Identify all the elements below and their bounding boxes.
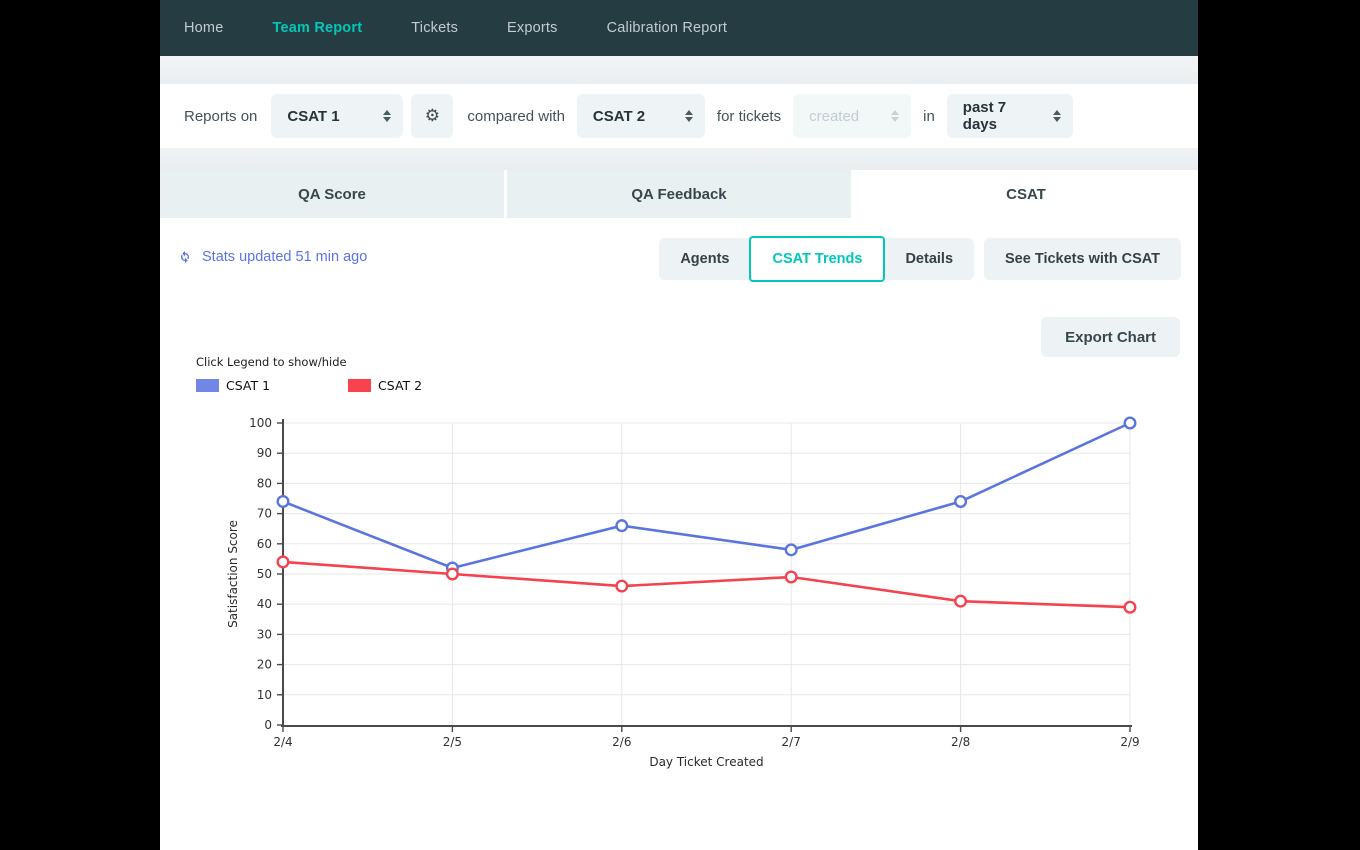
select-arrows-icon	[891, 110, 900, 122]
compared-with-label: compared with	[467, 107, 565, 125]
compare-select-value: CSAT 2	[592, 107, 646, 125]
gear-icon[interactable]: ⚙	[411, 94, 454, 138]
legend-swatch-csat-2	[348, 379, 372, 392]
svg-text:30: 30	[257, 627, 272, 641]
tab-qa-score[interactable]: QA Score	[160, 170, 504, 218]
ticket-state-select-value: created	[809, 107, 860, 125]
select-arrows-icon	[1052, 110, 1061, 122]
date-range-select-value: past 7 days	[962, 99, 1007, 133]
see-tickets-with-csat-button[interactable]: See Tickets with CSAT	[984, 238, 1181, 280]
nav-item-team-report[interactable]: Team Report	[272, 20, 363, 36]
csat-trends-line-chart: 0 10 20 30 40 50 60 70 80 90 100 2/4 2/5 2/6 2/7 2/8 2/9…	[226, 416, 1140, 769]
svg-text:70: 70	[257, 507, 272, 521]
legend-item-csat-1[interactable]: CSAT 1	[196, 378, 270, 393]
svg-text:2/7: 2/7	[782, 735, 801, 749]
report-select-value: CSAT 1	[287, 107, 340, 125]
report-select[interactable]: CSAT 1	[271, 94, 404, 138]
top-nav: Home Team Report Tickets Exports Calibra…	[160, 0, 1198, 56]
stats-updated[interactable]: Stats updated 51 min ago	[177, 249, 367, 265]
compare-select[interactable]: CSAT 2	[576, 94, 705, 138]
svg-text:20: 20	[257, 658, 272, 672]
export-chart-button[interactable]: Export Chart	[1041, 317, 1180, 357]
svg-text:2/6: 2/6	[612, 735, 631, 749]
nav-item-home[interactable]: Home	[184, 20, 224, 36]
details-button[interactable]: Details	[884, 238, 975, 280]
in-label: in	[923, 107, 935, 125]
tab-qa-feedback[interactable]: QA Feedback	[507, 170, 851, 218]
tab-csat[interactable]: CSAT	[854, 170, 1198, 218]
nav-item-tickets[interactable]: Tickets	[411, 20, 459, 36]
svg-text:Satisfaction Score: Satisfaction Score	[226, 520, 240, 628]
svg-text:60: 60	[257, 537, 272, 551]
select-arrows-icon	[684, 110, 693, 122]
svg-text:2/9: 2/9	[1120, 735, 1139, 749]
select-arrows-icon	[383, 110, 392, 122]
report-tabs: QA Score QA Feedback CSAT	[160, 170, 1198, 218]
legend-item-csat-2[interactable]: CSAT 2	[348, 378, 422, 393]
refresh-icon	[181, 251, 189, 263]
tabs-spacer	[160, 148, 1198, 170]
svg-text:10: 10	[257, 688, 272, 702]
svg-text:40: 40	[257, 597, 272, 611]
agents-button[interactable]: Agents	[659, 238, 751, 280]
svg-text:0: 0	[264, 718, 272, 732]
svg-text:90: 90	[257, 446, 272, 460]
report-filter-bar: Reports on CSAT 1 ⚙ compared with CSAT 2…	[160, 84, 1198, 148]
svg-text:80: 80	[257, 476, 272, 490]
chart-legend: CSAT 1 CSAT 2	[196, 378, 422, 393]
svg-text:50: 50	[257, 567, 272, 581]
date-range-select[interactable]: past 7 days	[946, 94, 1073, 138]
svg-text:Day Ticket Created: Day Ticket Created	[649, 755, 763, 769]
for-tickets-label: for tickets	[716, 107, 782, 125]
svg-text:100: 100	[249, 416, 272, 430]
legend-label-csat-1: CSAT 1	[226, 378, 271, 393]
view-switcher: Agents CSAT Trends Details See Tickets w…	[659, 236, 1181, 282]
nav-item-exports[interactable]: Exports	[507, 20, 558, 36]
stats-updated-text: Stats updated 51 min ago	[202, 249, 368, 265]
reports-on-label: Reports on	[184, 107, 258, 125]
svg-text:2/4: 2/4	[273, 735, 292, 749]
svg-text:2/8: 2/8	[951, 735, 970, 749]
header-spacer	[160, 56, 1198, 84]
app-window: Home Team Report Tickets Exports Calibra…	[160, 0, 1198, 850]
csat-trends-button[interactable]: CSAT Trends	[749, 236, 886, 282]
legend-swatch-csat-1	[196, 379, 219, 392]
svg-text:2/5: 2/5	[443, 735, 462, 749]
ticket-state-select[interactable]: created	[793, 94, 912, 138]
legend-label-csat-2: CSAT 2	[378, 378, 423, 393]
legend-hint-text: Click Legend to show/hide	[196, 355, 347, 369]
nav-item-calibration-report[interactable]: Calibration Report	[606, 20, 728, 36]
